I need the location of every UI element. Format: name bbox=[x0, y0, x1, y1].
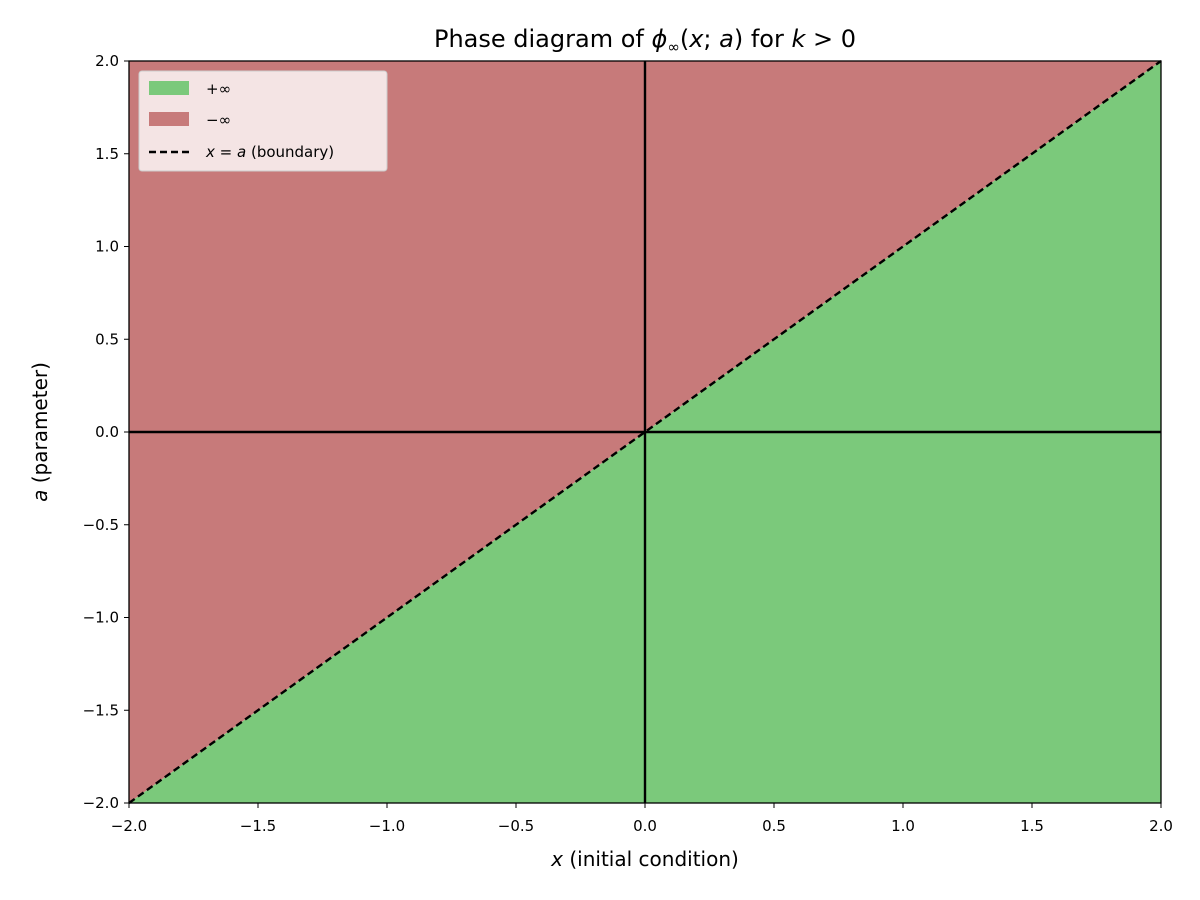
x-tick-label: 1.5 bbox=[1020, 817, 1044, 835]
x-axis-label: x (initial condition) bbox=[550, 847, 739, 871]
axis-ticks: −2.0 −1.5 −1.0 −0.5 0.0 0.5 1.0 1.5 2.0 −2.0 −1.5 −… bbox=[83, 52, 1173, 835]
legend: +∞ −∞ x = a (boundary) bbox=[138, 70, 388, 172]
legend-label-boundary: x = a (boundary) bbox=[205, 143, 334, 161]
x-tick-label: −1.0 bbox=[369, 817, 405, 835]
title-sep: ; bbox=[703, 25, 719, 53]
title-sub: ∞ bbox=[667, 38, 680, 56]
x-tick-label: 1.0 bbox=[891, 817, 915, 835]
x-tick-label: 0.5 bbox=[762, 817, 786, 835]
title-open: ( bbox=[680, 25, 689, 53]
legend-boundary-rest: (boundary) bbox=[246, 143, 334, 161]
y-tick-label: −1.0 bbox=[83, 609, 119, 627]
y-tick-label: 1.0 bbox=[95, 238, 119, 256]
y-axis-label-text: (parameter) bbox=[28, 362, 52, 490]
plot-area bbox=[128, 60, 1162, 804]
boundary-line bbox=[128, 60, 1162, 804]
title-close: ) bbox=[734, 25, 743, 53]
title-arg1: x bbox=[688, 25, 704, 53]
y-tick-label: 1.5 bbox=[95, 145, 119, 163]
title-cond-var: k bbox=[791, 25, 806, 53]
title-arg2: a bbox=[719, 25, 734, 53]
title-prefix: Phase diagram of bbox=[434, 25, 651, 53]
chart-title: Phase diagram of ϕ∞(x; a) for k > 0 bbox=[434, 25, 856, 56]
legend-frame bbox=[138, 70, 388, 172]
y-tick-label: 0.5 bbox=[95, 330, 119, 348]
legend-label-plus-infinity: +∞ bbox=[206, 80, 231, 98]
y-tick-label: −1.5 bbox=[83, 701, 119, 719]
x-axis-label-text: (initial condition) bbox=[563, 847, 739, 871]
title-cond-rest: > 0 bbox=[805, 25, 856, 53]
legend-swatch-plus-infinity bbox=[149, 81, 189, 95]
title-mid: for bbox=[743, 25, 791, 53]
legend-label-minus-infinity: −∞ bbox=[206, 111, 231, 129]
legend-boundary-var2: a bbox=[237, 143, 246, 161]
title-func: ϕ bbox=[651, 25, 667, 53]
y-tick-label: 0.0 bbox=[95, 423, 119, 441]
x-tick-label: 0.0 bbox=[633, 817, 657, 835]
legend-boundary-eq: = bbox=[215, 143, 237, 161]
y-axis-label-var: a bbox=[28, 490, 52, 502]
x-tick-label: −0.5 bbox=[498, 817, 534, 835]
y-axis-label: a (parameter) bbox=[28, 362, 52, 502]
x-axis-label-var: x bbox=[550, 847, 563, 871]
x-tick-label: −1.5 bbox=[240, 817, 276, 835]
y-tick-label: −2.0 bbox=[83, 794, 119, 812]
x-tick-label: 2.0 bbox=[1149, 817, 1173, 835]
legend-swatch-minus-infinity bbox=[149, 112, 189, 126]
legend-boundary-var1: x bbox=[205, 143, 215, 161]
y-tick-label: −0.5 bbox=[83, 516, 119, 534]
y-tick-label: 2.0 bbox=[95, 52, 119, 70]
x-tick-label: −2.0 bbox=[111, 817, 147, 835]
